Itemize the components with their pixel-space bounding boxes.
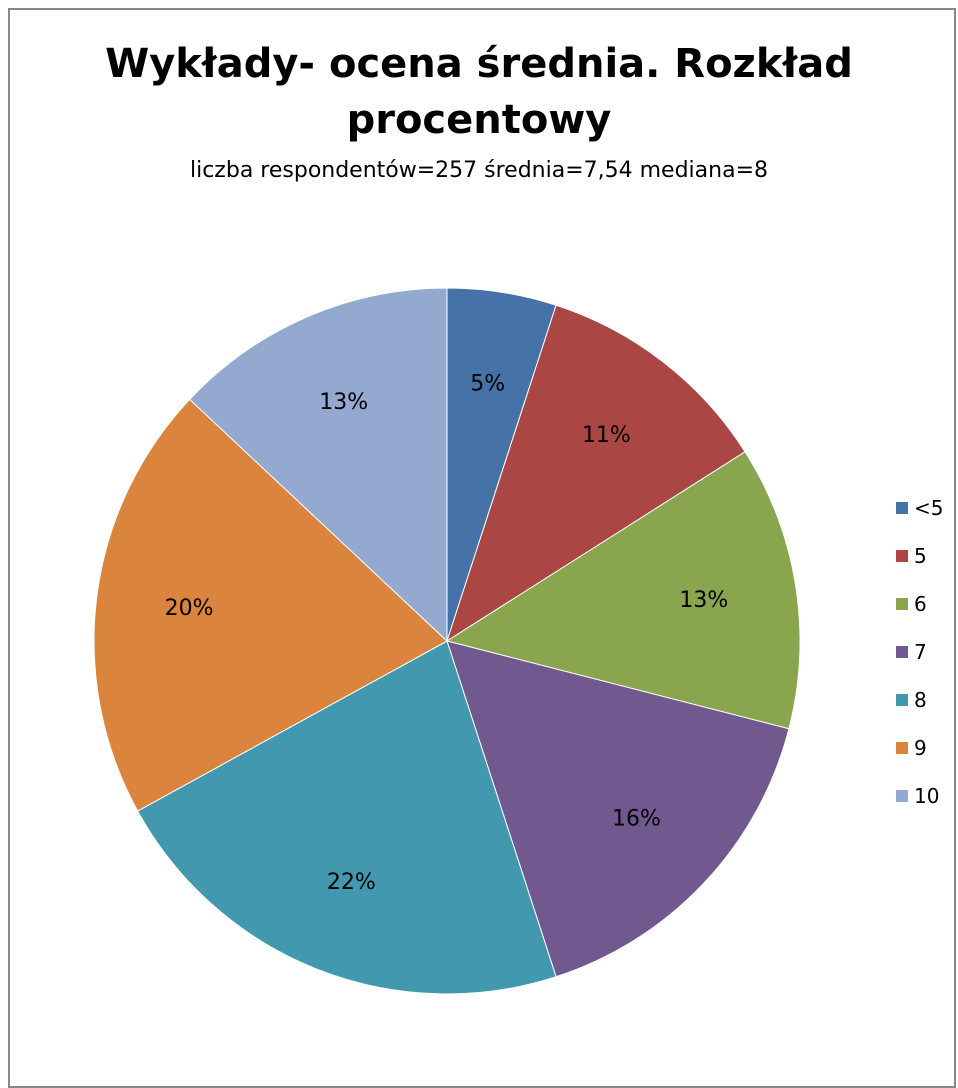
legend-swatch: [896, 646, 908, 658]
chart-legend: <5 5 6 7 8 9 10: [896, 484, 956, 820]
legend-swatch: [896, 790, 908, 802]
chart-title-line-2: procentowy: [346, 97, 612, 143]
legend-swatch: [896, 598, 908, 610]
legend-label: 7: [914, 640, 927, 664]
pie-data-label-2: 11%: [582, 423, 631, 448]
pie-slice-2: [446, 304, 746, 643]
legend-label: 5: [914, 544, 927, 568]
legend-label: 6: [914, 592, 927, 616]
pie-slice-7: [188, 287, 448, 643]
legend-label: <5: [914, 496, 944, 520]
chart-title-line-1: Wykłady- ocena średnia. Rozkład: [105, 41, 853, 87]
legend-item: 7: [896, 628, 956, 676]
legend-label: 8: [914, 688, 927, 712]
legend-item: 6: [896, 580, 956, 628]
legend-item: 8: [896, 676, 956, 724]
pie-data-label-4: 16%: [612, 807, 661, 832]
legend-item: <5: [896, 484, 956, 532]
pie-data-label-1: 5%: [470, 372, 505, 397]
legend-label: 10: [914, 784, 940, 808]
legend-swatch: [896, 550, 908, 562]
legend-item: 5: [896, 532, 956, 580]
legend-item: 10: [896, 772, 956, 820]
chart-subtitle: liczba respondentów=257 średnia=7,54 med…: [189, 158, 769, 183]
pie-data-labels: 5% 11% 13% 16% 22% 20% 13%: [165, 372, 729, 896]
pie-slices: [93, 287, 801, 995]
pie-data-label-6: 20%: [165, 596, 214, 621]
legend-item: 9: [896, 724, 956, 772]
pie-slice-4: [446, 640, 790, 978]
pie-data-label-3: 13%: [679, 588, 728, 613]
pie-data-label-7: 13%: [319, 390, 368, 415]
pie-slice-5: [136, 640, 557, 995]
legend-swatch: [896, 694, 908, 706]
legend-swatch: [896, 742, 908, 754]
legend-swatch: [896, 502, 908, 514]
legend-label: 9: [914, 736, 927, 760]
pie-slice-6: [93, 398, 448, 812]
chart-title: Wykłady- ocena średnia. Rozkład procento…: [0, 36, 958, 148]
pie-slice-3: [445, 451, 801, 730]
pie-data-label-5: 22%: [327, 870, 376, 895]
